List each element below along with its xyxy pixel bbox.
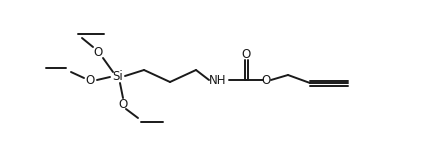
Text: O: O (242, 47, 250, 60)
Text: Si: Si (112, 69, 124, 82)
Text: O: O (118, 98, 128, 111)
Text: O: O (85, 73, 95, 86)
Text: NH: NH (209, 73, 227, 86)
Text: O: O (93, 46, 103, 59)
Text: O: O (262, 73, 271, 86)
